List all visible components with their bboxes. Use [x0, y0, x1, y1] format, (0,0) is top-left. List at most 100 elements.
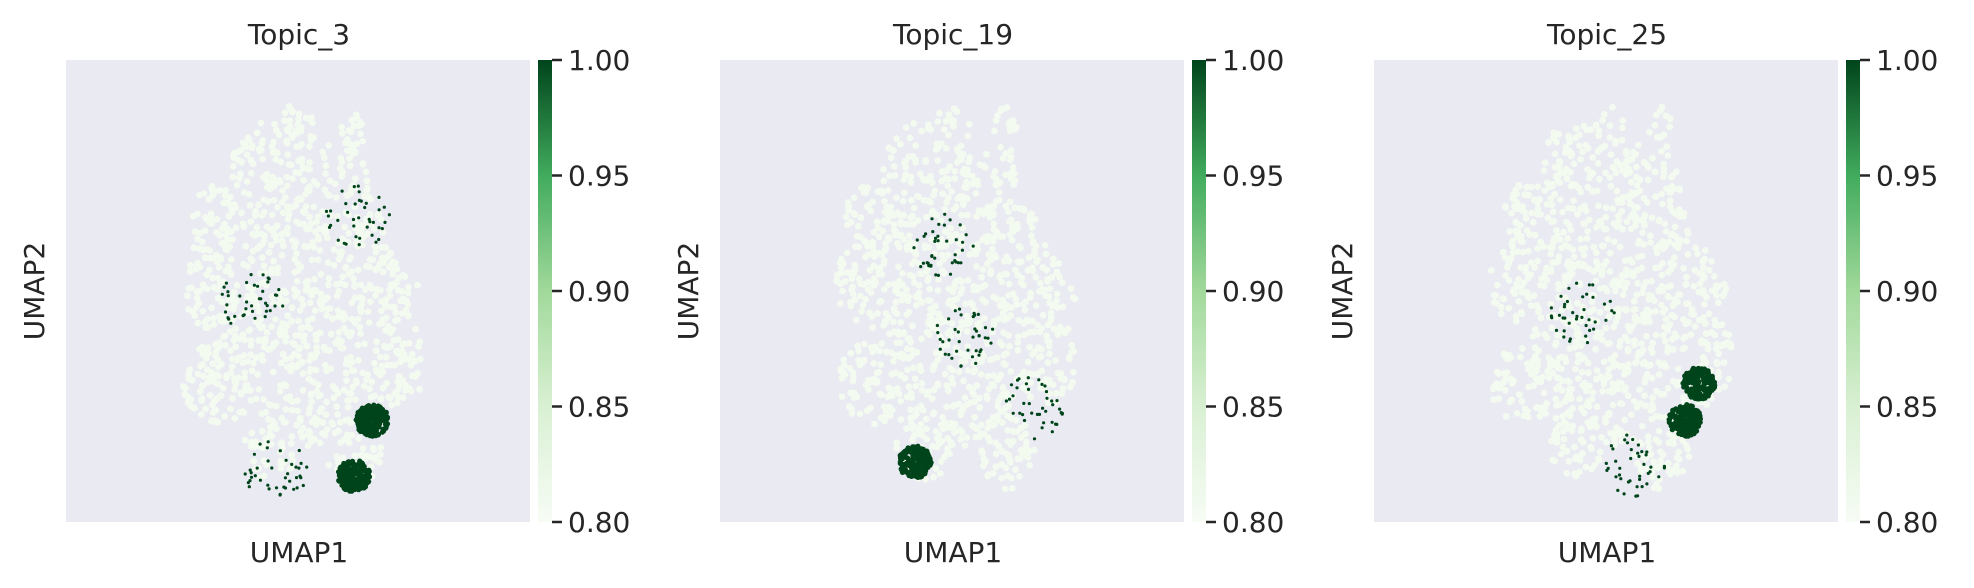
- cell-point: [1014, 271, 1022, 279]
- cell-point: [377, 287, 384, 294]
- cell-point: [321, 361, 329, 369]
- highlighted-cell-point: [945, 239, 949, 243]
- cell-point: [1615, 379, 1623, 386]
- cell-point: [1560, 282, 1568, 289]
- cell-point: [1669, 172, 1677, 179]
- highlighted-cell-point: [947, 338, 951, 342]
- cell-point: [861, 340, 868, 348]
- cell-point: [1683, 237, 1690, 245]
- cell-point: [949, 423, 957, 431]
- cell-point: [1615, 281, 1623, 289]
- cell-point: [871, 420, 878, 428]
- cell-point: [1008, 485, 1016, 492]
- cell-point: [325, 142, 333, 149]
- highlighted-cell-point: [961, 240, 965, 244]
- highlighted-cell-point: [1024, 382, 1028, 386]
- cell-point: [300, 177, 307, 184]
- cell-point: [279, 187, 286, 194]
- cell-point: [1543, 334, 1551, 342]
- cell-point: [277, 465, 285, 472]
- cell-point: [1025, 254, 1033, 262]
- cell-point: [1576, 142, 1583, 150]
- highlighted-cell-point: [947, 353, 951, 357]
- cell-point: [923, 267, 930, 275]
- cell-point: [906, 232, 913, 240]
- cell-point: [1537, 314, 1545, 322]
- cell-point: [886, 172, 893, 180]
- highlighted-cell-point: [329, 209, 333, 213]
- cell-point: [1011, 177, 1019, 184]
- cell-point: [1584, 183, 1592, 191]
- cell-point: [1613, 196, 1621, 204]
- cell-point: [377, 395, 385, 403]
- cell-point: [1602, 204, 1610, 212]
- cell-point: [1010, 290, 1017, 298]
- highlighted-cell-point: [250, 309, 255, 313]
- cell-point: [1655, 427, 1663, 435]
- cell-point: [1003, 450, 1010, 458]
- cell-point: [1657, 133, 1664, 141]
- cell-point: [399, 297, 407, 304]
- cell-point: [382, 244, 390, 251]
- cell-point: [1630, 270, 1638, 277]
- cell-point: [295, 353, 302, 360]
- highlighted-cell-point: [247, 485, 251, 489]
- cell-point: [277, 381, 285, 389]
- cell-point: [1516, 391, 1523, 398]
- cell-point: [913, 349, 921, 356]
- cell-point: [964, 211, 971, 219]
- cell-point: [910, 364, 917, 372]
- cell-point: [338, 130, 346, 137]
- colorbar-tick-label: 0.90: [568, 275, 630, 308]
- cell-point: [319, 148, 327, 156]
- highlighted-cell-point: [1636, 451, 1640, 455]
- cell-point: [922, 415, 930, 423]
- cell-point: [922, 158, 930, 166]
- cell-point: [958, 211, 965, 219]
- cell-point: [1564, 377, 1571, 385]
- highlighted-cell-point: [359, 411, 365, 417]
- cell-point: [1014, 220, 1021, 228]
- highlighted-cell-point: [955, 349, 959, 353]
- cell-point: [896, 211, 904, 219]
- cell-point: [303, 342, 311, 350]
- highlighted-cell-point: [901, 469, 908, 475]
- cell-point: [1602, 418, 1609, 426]
- cell-point: [890, 318, 897, 326]
- cell-point: [283, 139, 291, 147]
- highlighted-cell-point: [936, 331, 940, 335]
- cell-point: [869, 324, 877, 331]
- cell-point: [1502, 272, 1510, 279]
- cell-point: [1671, 330, 1679, 337]
- cell-point: [997, 107, 1004, 115]
- cell-point: [1622, 266, 1630, 274]
- cell-point: [1562, 143, 1570, 151]
- highlighted-cell-point: [253, 474, 257, 478]
- highlighted-cell-point: [1614, 459, 1618, 463]
- cell-point: [232, 224, 240, 232]
- cell-point: [271, 120, 278, 128]
- cell-point: [282, 418, 289, 426]
- cell-point: [1012, 295, 1020, 303]
- highlighted-cell-point: [1037, 412, 1042, 416]
- cell-point: [1584, 144, 1592, 152]
- cell-point: [1685, 453, 1693, 460]
- cell-point: [943, 382, 951, 389]
- cell-point: [925, 243, 933, 251]
- cell-point: [1007, 368, 1014, 375]
- cell-point: [1622, 147, 1630, 155]
- cell-point: [1687, 331, 1695, 338]
- cell-point: [230, 162, 237, 170]
- cell-point: [1497, 303, 1505, 311]
- cell-point: [1712, 285, 1720, 293]
- cell-point: [993, 295, 1000, 302]
- cell-point: [903, 345, 911, 353]
- cell-point: [1055, 260, 1063, 267]
- cell-point: [926, 297, 934, 304]
- cell-point: [1665, 439, 1673, 447]
- cell-point: [965, 158, 972, 166]
- cell-point: [1586, 174, 1593, 182]
- cell-point: [309, 378, 317, 386]
- cell-point: [342, 369, 350, 377]
- cell-point: [1618, 199, 1626, 207]
